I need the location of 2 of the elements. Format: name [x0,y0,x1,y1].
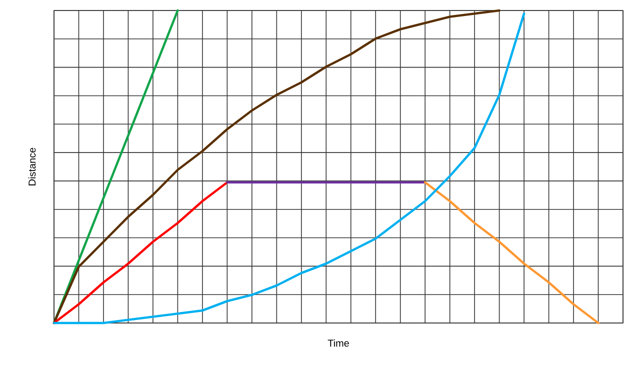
x-axis-title: Time [328,339,349,347]
y-axis-title: Distance [28,148,36,186]
